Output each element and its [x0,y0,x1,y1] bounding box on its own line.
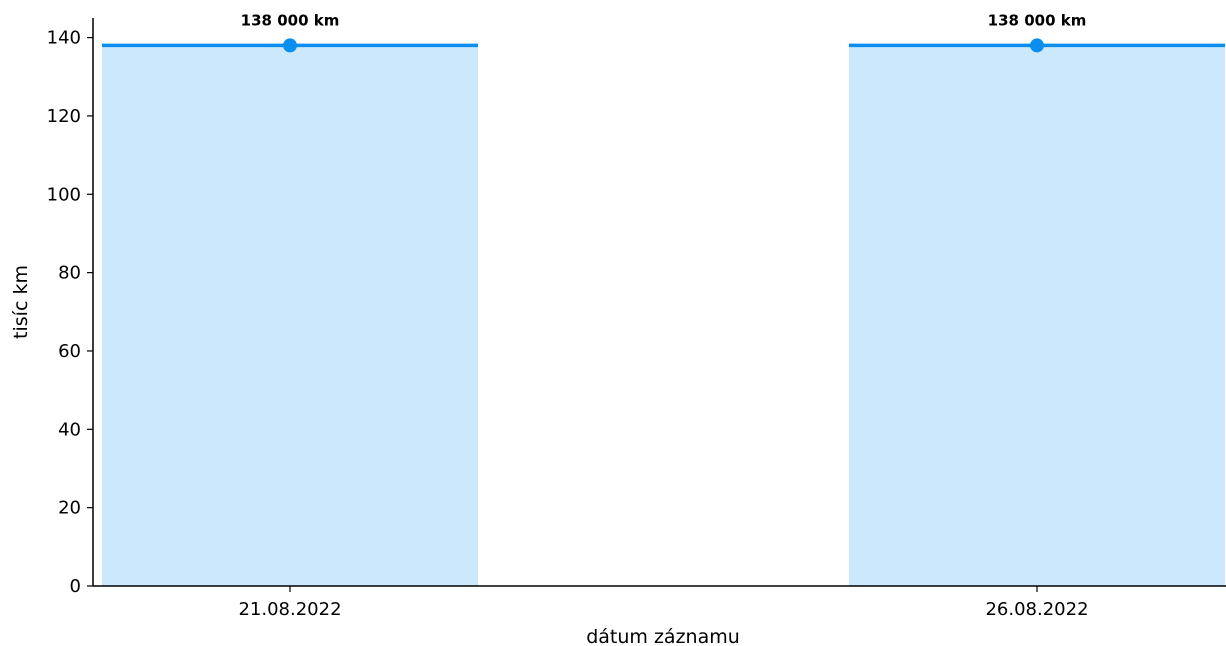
data-labels-group: 138 000 km 138 000 km [241,11,1087,29]
bar [102,45,478,586]
y-axis-title: tisíc km [10,265,32,339]
y-tick-label: 40 [58,419,81,440]
y-axis: 0 20 40 60 80 100 120 140 [47,18,94,597]
x-tick-label: 26.08.2022 [985,599,1088,620]
y-tick-label: 140 [47,28,81,49]
y-tick-label: 120 [47,106,81,127]
y-tick-label: 60 [58,341,81,362]
data-point-marker [1030,38,1044,53]
bars-group [102,45,1225,586]
bar [849,45,1225,586]
y-tick-label: 80 [58,263,81,284]
y-tick-label: 100 [47,184,81,205]
y-tick-label: 0 [70,576,81,597]
data-label: 138 000 km [988,11,1087,29]
y-tick-label: 20 [58,498,81,519]
x-axis: 21.08.2022 26.08.2022 [93,585,1226,620]
data-point-marker [283,38,297,53]
data-label: 138 000 km [241,11,340,29]
x-axis-title: dátum záznamu [586,626,740,646]
markers-group [283,38,1044,53]
x-tick-label: 21.08.2022 [238,599,341,620]
